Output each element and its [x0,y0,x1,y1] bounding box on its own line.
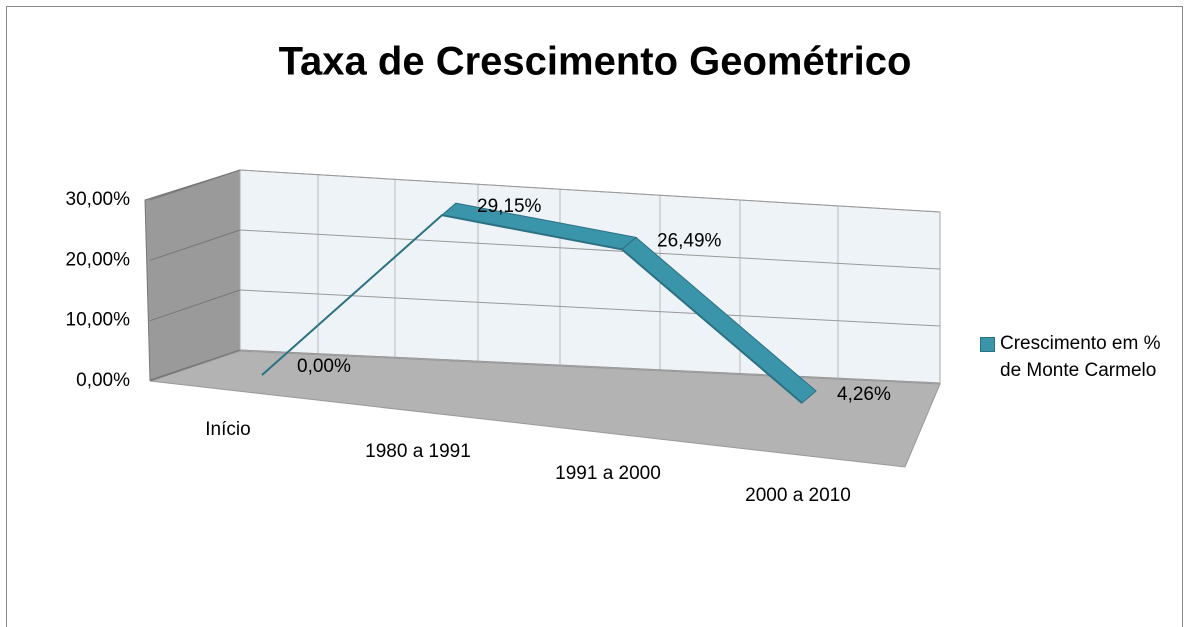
data-label: 26,49% [657,230,722,251]
grid-line [149,289,241,322]
grid-line [149,169,241,201]
grid-line [149,349,241,382]
grid-line [239,289,941,327]
x-tick-label: 1991 a 2000 [555,463,661,484]
y-tick-label: 20,00% [66,249,131,270]
chart-title: Taxa de Crescimento Geométrico [279,40,912,84]
grid-line [239,349,941,384]
side-wall [144,169,241,381]
grid-line [239,229,941,270]
data-label: 4,26% [837,384,891,405]
x-tick-label: 1980 a 1991 [365,441,471,462]
data-label: 29,15% [477,196,542,217]
y-tick-label: 30,00% [66,189,131,210]
floor [149,350,941,468]
data-label: 0,00% [297,356,351,377]
legend-swatch [980,337,995,352]
x-tick-label: Início [205,419,250,440]
y-tick-label: 10,00% [66,310,131,331]
series-line [261,214,803,404]
legend-label: Crescimento em % de Monte Carmelo [1000,333,1161,381]
grid-line [149,229,241,261]
grid-line [239,169,941,213]
y-tick-label: 0,00% [76,370,130,391]
x-tick-label: 2000 a 2010 [745,485,851,506]
